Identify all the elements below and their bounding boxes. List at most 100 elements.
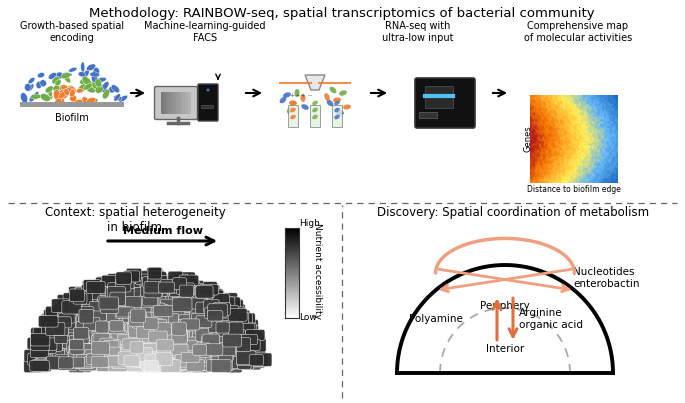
FancyBboxPatch shape	[136, 336, 155, 347]
FancyBboxPatch shape	[129, 324, 143, 337]
FancyBboxPatch shape	[140, 345, 158, 358]
FancyBboxPatch shape	[199, 349, 219, 360]
Ellipse shape	[90, 72, 99, 77]
FancyBboxPatch shape	[30, 353, 47, 366]
FancyBboxPatch shape	[187, 359, 204, 371]
FancyBboxPatch shape	[117, 359, 136, 369]
Ellipse shape	[67, 87, 75, 92]
FancyBboxPatch shape	[80, 316, 93, 328]
FancyBboxPatch shape	[134, 299, 153, 313]
FancyBboxPatch shape	[64, 343, 84, 353]
FancyBboxPatch shape	[226, 339, 240, 351]
FancyBboxPatch shape	[199, 322, 213, 333]
FancyBboxPatch shape	[214, 303, 232, 314]
FancyBboxPatch shape	[141, 310, 155, 323]
FancyBboxPatch shape	[134, 353, 151, 364]
FancyBboxPatch shape	[159, 302, 179, 315]
FancyBboxPatch shape	[145, 349, 162, 361]
FancyBboxPatch shape	[99, 342, 116, 353]
FancyBboxPatch shape	[101, 360, 120, 370]
FancyBboxPatch shape	[164, 329, 180, 341]
Ellipse shape	[102, 81, 109, 89]
FancyBboxPatch shape	[181, 325, 199, 338]
FancyBboxPatch shape	[203, 298, 223, 310]
FancyBboxPatch shape	[100, 280, 115, 293]
FancyBboxPatch shape	[124, 352, 137, 365]
FancyBboxPatch shape	[164, 338, 177, 351]
FancyBboxPatch shape	[84, 340, 101, 352]
FancyBboxPatch shape	[137, 332, 154, 342]
FancyBboxPatch shape	[157, 298, 176, 310]
FancyBboxPatch shape	[119, 302, 134, 315]
FancyBboxPatch shape	[149, 359, 168, 372]
FancyBboxPatch shape	[127, 359, 140, 369]
FancyBboxPatch shape	[112, 346, 126, 358]
FancyBboxPatch shape	[112, 319, 128, 331]
FancyBboxPatch shape	[86, 345, 100, 355]
FancyBboxPatch shape	[200, 320, 218, 333]
FancyBboxPatch shape	[195, 352, 213, 363]
FancyBboxPatch shape	[121, 341, 139, 352]
FancyBboxPatch shape	[60, 295, 75, 308]
FancyBboxPatch shape	[110, 318, 126, 329]
FancyBboxPatch shape	[27, 353, 46, 366]
FancyBboxPatch shape	[125, 299, 141, 310]
FancyBboxPatch shape	[111, 313, 125, 326]
FancyBboxPatch shape	[145, 306, 164, 317]
FancyBboxPatch shape	[125, 324, 138, 335]
FancyBboxPatch shape	[97, 295, 113, 309]
FancyBboxPatch shape	[169, 353, 183, 367]
FancyBboxPatch shape	[62, 349, 78, 359]
FancyBboxPatch shape	[116, 278, 131, 292]
FancyBboxPatch shape	[170, 338, 187, 351]
FancyBboxPatch shape	[134, 290, 151, 304]
Bar	[332, 105, 342, 127]
FancyBboxPatch shape	[152, 303, 165, 314]
FancyBboxPatch shape	[108, 341, 128, 352]
FancyBboxPatch shape	[192, 301, 207, 313]
FancyBboxPatch shape	[152, 327, 168, 340]
Ellipse shape	[31, 94, 41, 99]
FancyBboxPatch shape	[149, 342, 166, 356]
FancyBboxPatch shape	[211, 346, 227, 357]
FancyBboxPatch shape	[195, 307, 214, 319]
FancyBboxPatch shape	[77, 359, 92, 372]
FancyBboxPatch shape	[111, 292, 125, 303]
FancyBboxPatch shape	[90, 327, 110, 341]
FancyBboxPatch shape	[137, 359, 156, 370]
FancyBboxPatch shape	[93, 335, 110, 348]
FancyBboxPatch shape	[136, 314, 149, 327]
FancyBboxPatch shape	[58, 307, 74, 317]
FancyBboxPatch shape	[141, 349, 154, 362]
FancyBboxPatch shape	[196, 325, 216, 337]
FancyBboxPatch shape	[166, 361, 184, 371]
FancyBboxPatch shape	[149, 324, 167, 337]
FancyBboxPatch shape	[224, 305, 238, 318]
FancyBboxPatch shape	[168, 322, 187, 334]
FancyBboxPatch shape	[126, 359, 141, 371]
FancyBboxPatch shape	[96, 321, 109, 333]
FancyBboxPatch shape	[117, 317, 131, 328]
FancyBboxPatch shape	[182, 315, 201, 325]
FancyBboxPatch shape	[186, 353, 203, 366]
FancyBboxPatch shape	[90, 345, 106, 355]
FancyBboxPatch shape	[215, 328, 228, 339]
FancyBboxPatch shape	[175, 327, 190, 341]
FancyBboxPatch shape	[192, 326, 206, 340]
Ellipse shape	[28, 77, 35, 84]
FancyBboxPatch shape	[175, 355, 192, 368]
FancyBboxPatch shape	[34, 334, 53, 348]
FancyBboxPatch shape	[120, 331, 137, 344]
FancyBboxPatch shape	[171, 344, 185, 355]
FancyBboxPatch shape	[171, 332, 188, 343]
FancyBboxPatch shape	[155, 322, 174, 335]
FancyBboxPatch shape	[198, 345, 218, 357]
FancyBboxPatch shape	[142, 345, 156, 356]
FancyBboxPatch shape	[147, 353, 166, 365]
FancyBboxPatch shape	[146, 358, 163, 368]
Ellipse shape	[100, 85, 108, 93]
FancyBboxPatch shape	[114, 333, 130, 346]
FancyBboxPatch shape	[146, 359, 161, 371]
FancyBboxPatch shape	[34, 334, 53, 346]
FancyBboxPatch shape	[153, 353, 169, 366]
